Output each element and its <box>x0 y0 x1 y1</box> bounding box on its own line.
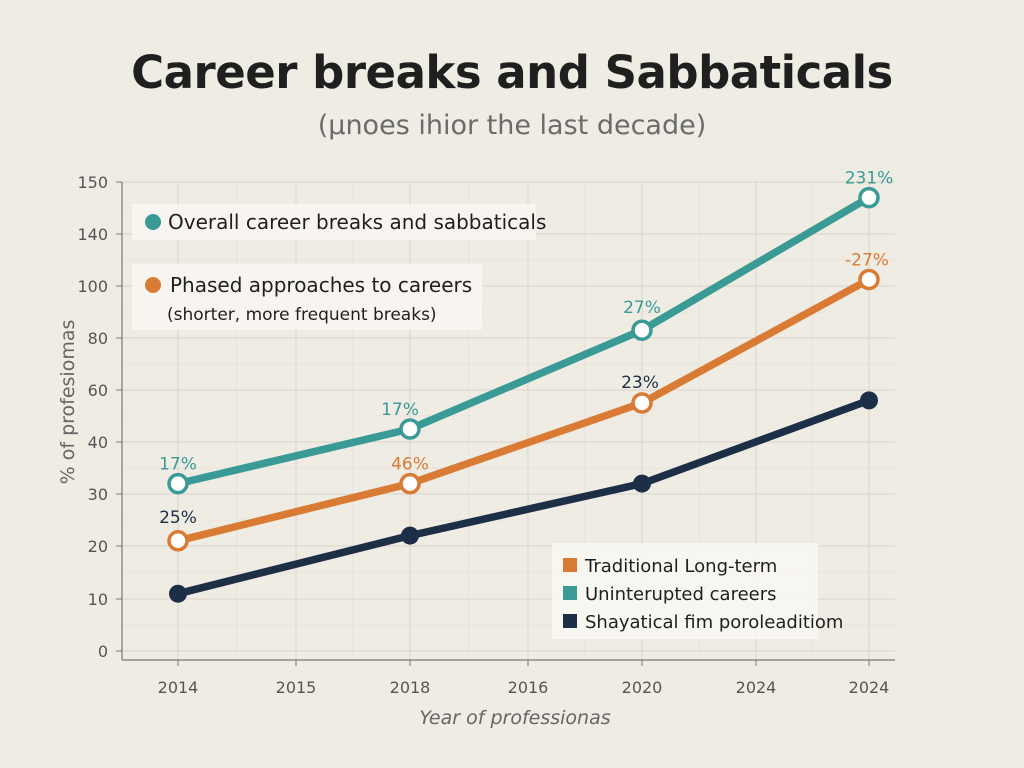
annotation-phased-text: Phased approaches to careers <box>170 273 472 297</box>
data-point <box>401 526 419 545</box>
x-tick-label: 2024 <box>736 678 777 697</box>
y-tick-label: 140 <box>77 225 108 244</box>
annotation-phased-marker <box>145 277 161 293</box>
x-tick-label: 2015 <box>276 678 317 697</box>
data-point <box>167 472 189 495</box>
data-point <box>399 418 421 440</box>
chart-title: Career breaks and Sabbaticals <box>131 46 893 99</box>
data-label: 17% <box>381 400 419 420</box>
x-axis-ticks: 2014 2015 2018 2016 2020 2024 2024 <box>158 660 890 697</box>
chart-subtitle: (μnoes ihior the last decade) <box>317 110 707 141</box>
x-tick-label: 2020 <box>622 678 663 697</box>
chart-axes <box>121 182 895 661</box>
data-point <box>858 186 880 209</box>
y-tick-label: 100 <box>77 277 108 296</box>
legend-swatch <box>563 614 577 628</box>
annotation-phased: Phased approaches to careers (shorter, m… <box>132 264 482 330</box>
data-label: 25% <box>159 508 197 528</box>
y-axis-label: % of profesiomas <box>57 320 79 485</box>
series-line <box>174 275 873 545</box>
y-tick-label: 30 <box>88 485 108 504</box>
series-line <box>174 193 873 488</box>
y-axis-ticks: 0 10 20 30 40 60 80 100 140 150 <box>77 173 122 661</box>
chart-series <box>167 186 880 603</box>
data-point <box>860 391 878 410</box>
data-point <box>169 584 187 603</box>
x-axis-label: Year of professionas <box>419 707 610 729</box>
x-tick-label: 2018 <box>390 678 431 697</box>
data-point <box>399 472 421 495</box>
data-point <box>631 319 653 341</box>
data-label: 46% <box>391 455 429 475</box>
annotation-overall-marker <box>145 214 161 230</box>
data-label: -27% <box>845 251 889 271</box>
y-tick-label: 80 <box>88 329 108 348</box>
series-line <box>174 396 873 598</box>
annotation-overall: Overall career breaks and sabbaticals <box>132 204 546 240</box>
y-tick-label: 40 <box>88 433 108 452</box>
legend-label: Traditional Long-term <box>584 556 777 577</box>
legend-label: Shayatical fim poroleaditiom <box>585 612 843 633</box>
data-label: 231% <box>845 169 894 189</box>
x-tick-label: 2024 <box>849 678 890 697</box>
y-tick-label: 10 <box>88 590 108 609</box>
y-tick-label: 60 <box>88 381 108 400</box>
data-labels: 17% 17% 27% 231% 25% 46% 23% -27% <box>159 169 893 528</box>
x-tick-label: 2014 <box>158 678 199 697</box>
y-tick-label: 150 <box>77 173 108 192</box>
legend-label: Uninterupted careers <box>585 584 777 605</box>
data-label: 27% <box>623 298 661 318</box>
data-point <box>631 392 653 414</box>
annotation-overall-text: Overall career breaks and sabbaticals <box>168 210 546 234</box>
data-point <box>858 268 880 291</box>
legend-swatch <box>563 586 577 600</box>
data-label: 17% <box>159 455 197 475</box>
annotation-phased-subtext: (shorter, more frequent breaks) <box>167 305 437 325</box>
data-label: 23% <box>621 373 659 393</box>
legend-swatch <box>563 558 577 572</box>
y-tick-label: 20 <box>88 537 108 556</box>
legend: Traditional Long-term Uninterupted career… <box>552 543 843 639</box>
data-point <box>167 530 189 552</box>
y-tick-label: 0 <box>98 642 108 661</box>
data-point <box>633 474 651 493</box>
x-tick-label: 2016 <box>508 678 549 697</box>
